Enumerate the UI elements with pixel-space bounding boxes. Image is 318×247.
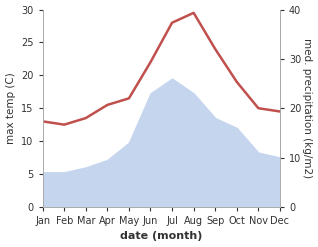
Y-axis label: med. precipitation (kg/m2): med. precipitation (kg/m2) bbox=[302, 38, 313, 178]
Y-axis label: max temp (C): max temp (C) bbox=[5, 72, 16, 144]
X-axis label: date (month): date (month) bbox=[120, 231, 203, 242]
